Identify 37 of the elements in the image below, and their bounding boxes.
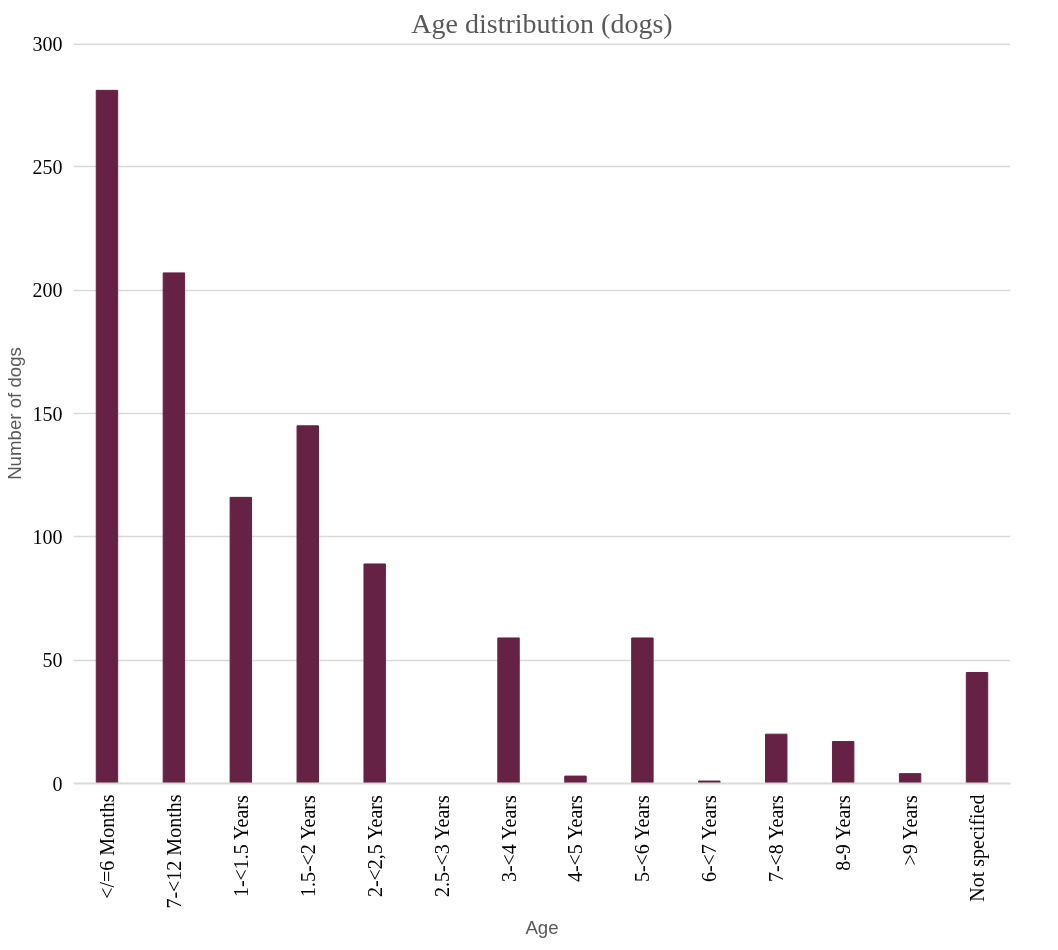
y-tick-label: 150 (32, 402, 63, 425)
bar (831, 741, 855, 784)
y-tick-label: 0 (52, 772, 63, 795)
y-tick-label: 100 (32, 525, 63, 548)
bar (296, 425, 319, 784)
x-tick-label: 1-<1.5 Years (229, 795, 252, 898)
y-axis-title: Number of dogs (3, 347, 25, 480)
x-tick-label: 4-<5 Years (564, 795, 587, 883)
y-tick-label: 300 (32, 32, 63, 55)
bar (631, 637, 654, 784)
bar (497, 637, 520, 784)
x-tick-label: 2.5-<3 Years (430, 795, 453, 898)
bar (162, 272, 186, 784)
x-axis-title: Age (525, 916, 559, 938)
bar (965, 672, 989, 784)
bar (765, 733, 788, 784)
x-tick-label: </=6 Months (95, 794, 118, 899)
chart-title: Age distribution (dogs) (411, 7, 673, 39)
bar (698, 780, 721, 784)
y-tick-label: 50 (42, 649, 63, 672)
x-tick-label: >9 Years (899, 795, 922, 866)
bar (229, 496, 253, 784)
x-tick-label: 7-<8 Years (765, 795, 788, 883)
bar (898, 773, 922, 784)
y-tick-label: 250 (32, 155, 63, 178)
x-tick-label: 1.5-<2 Years (296, 795, 319, 898)
bar (363, 563, 386, 784)
x-tick-label: 2-<2,5 Years (363, 795, 386, 898)
x-tick-label: 6-<7 Years (698, 795, 721, 883)
y-tick-label: 200 (32, 279, 63, 302)
x-tick-label: 8-9 Years (832, 795, 855, 871)
bar (95, 89, 119, 784)
x-tick-label: 7-<12 Months (162, 794, 185, 909)
bar (564, 775, 587, 784)
x-tick-label: 3-<4 Years (497, 795, 520, 883)
x-tick-label: 5-<6 Years (631, 795, 654, 883)
x-tick-label: Not specified (966, 794, 990, 902)
